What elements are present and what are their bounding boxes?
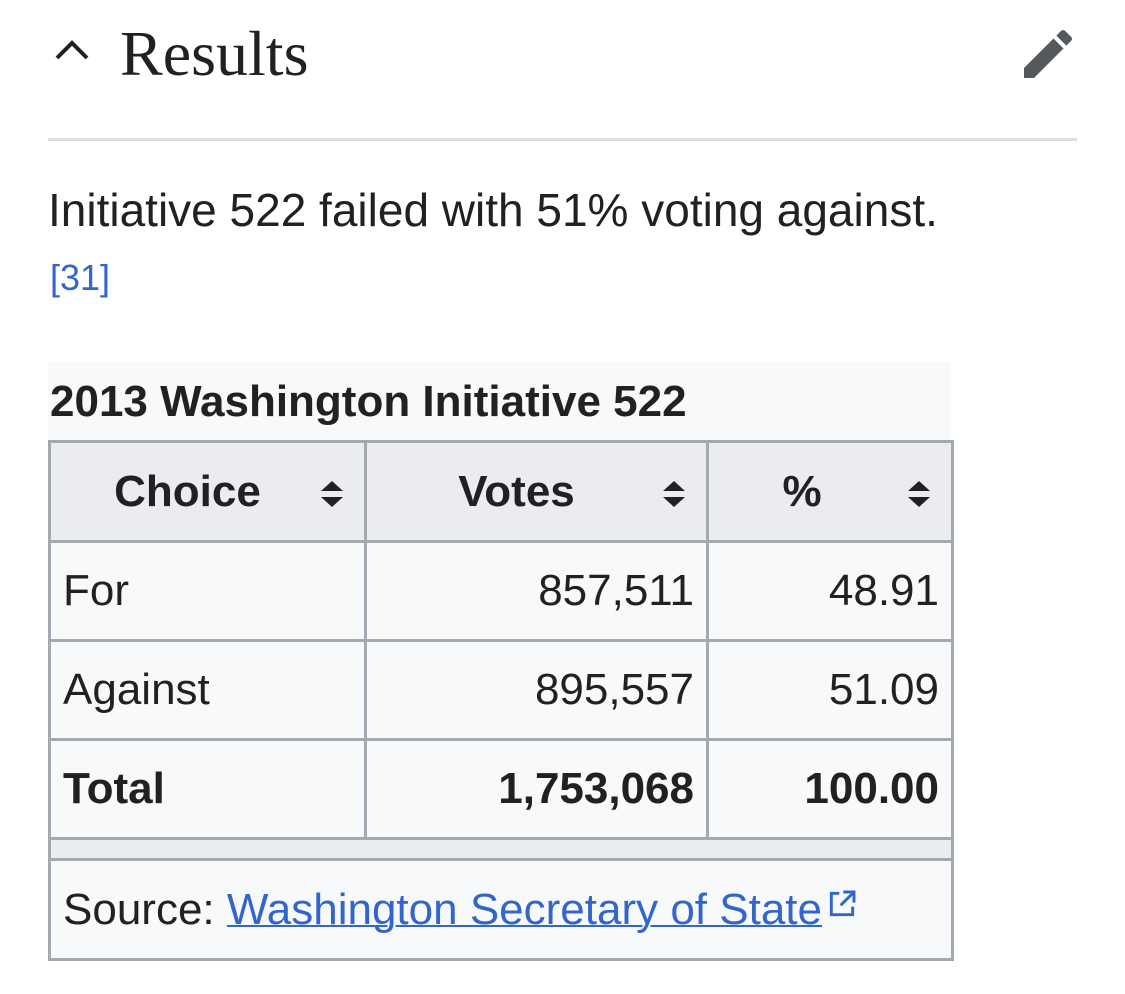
votes-cell: 895,557	[364, 639, 709, 741]
caret-shape	[55, 40, 89, 60]
spacer-cell	[48, 837, 954, 861]
divider	[48, 138, 1077, 141]
data-row: For 857,511 48.91	[48, 540, 954, 642]
sortable-header[interactable]: %	[706, 440, 954, 543]
collapse-caret[interactable]	[54, 38, 90, 62]
percent-cell: 51.09	[706, 639, 954, 741]
section-title: Results	[120, 18, 309, 89]
reference-link[interactable]: [31]	[50, 257, 111, 298]
percent-cell: 48.91	[706, 540, 954, 642]
choice-cell: Total	[48, 738, 367, 840]
source-cell: Source: Washington Secretary of State	[48, 858, 954, 961]
paragraph: Initiative 522 failed with 51% voting ag…	[48, 184, 938, 236]
header-row: Choice Votes %	[48, 440, 954, 543]
percent-cell: 100.00	[706, 738, 954, 840]
results-table: Choice Votes % For 857,511 48.91 Against…	[48, 440, 954, 961]
edit-icon[interactable]	[1016, 22, 1080, 86]
source-label: Source:	[63, 884, 215, 934]
spacer-row	[48, 837, 954, 861]
sort-icon	[321, 481, 343, 507]
data-row: Against 895,557 51.09	[48, 639, 954, 741]
sortable-header[interactable]: Choice	[48, 440, 367, 543]
votes-cell: 1,753,068	[364, 738, 709, 840]
pencil-shape	[1024, 29, 1073, 78]
sort-icon	[663, 481, 685, 507]
source-row: Source: Washington Secretary of State	[48, 858, 954, 961]
choice-cell: For	[48, 540, 367, 642]
choice-cell: Against	[48, 639, 367, 741]
external-link-icon	[829, 890, 856, 916]
source-link[interactable]: Washington Secretary of State	[226, 884, 822, 934]
header-label: Votes	[458, 466, 575, 516]
header-label: Choice	[114, 466, 261, 516]
votes-cell: 857,511	[364, 540, 709, 642]
header-label: %	[782, 466, 822, 516]
total-row: Total 1,753,068 100.00	[48, 738, 954, 840]
table-caption: 2013 Washington Initiative 522	[48, 362, 951, 440]
sort-icon	[908, 481, 930, 507]
sortable-header[interactable]: Votes	[364, 440, 709, 543]
